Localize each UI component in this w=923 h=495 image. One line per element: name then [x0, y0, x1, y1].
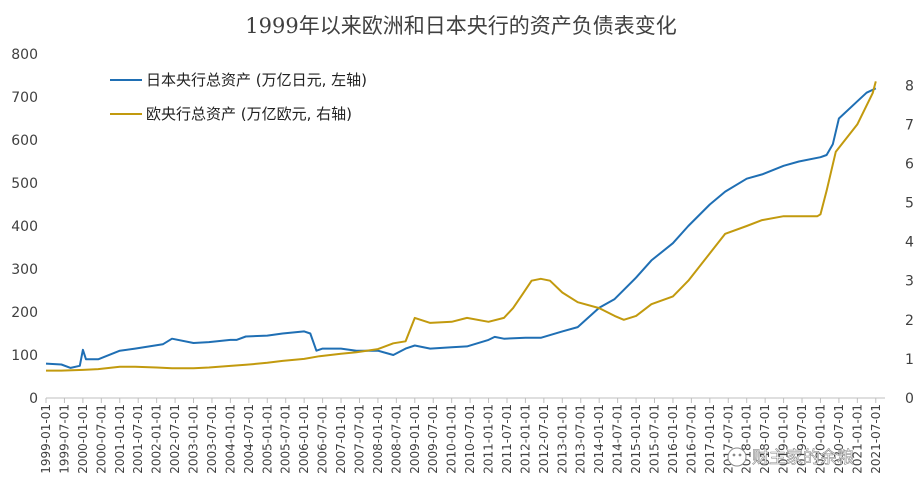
x-tick-label: 2013-07-01 — [574, 404, 588, 474]
y-left-tick-label: 400 — [11, 219, 38, 235]
legend: 日本央行总资产 (万亿日元, 左轴) 欧央行总资产 (万亿欧元, 右轴) — [110, 71, 367, 123]
y-left-tick-label: 300 — [11, 262, 38, 278]
x-tick-label: 2014-01-01 — [592, 404, 606, 474]
x-tick-label: 2018-07-01 — [758, 404, 772, 474]
wechat-icon-eye-right — [738, 453, 742, 457]
y-right-tick-label: 0 — [905, 391, 914, 407]
wechat-icon — [727, 447, 747, 467]
x-tick-label: 2016-01-01 — [666, 404, 680, 474]
x-tick-label: 2020-01-01 — [813, 404, 827, 474]
x-tick-label: 2014-07-01 — [611, 404, 625, 474]
series-layer — [45, 81, 877, 372]
y-right-tick-label: 6 — [905, 156, 914, 172]
x-tick-label: 2002-01-01 — [150, 404, 164, 474]
legend-label-japan: 日本央行总资产 (万亿日元, 左轴) — [146, 71, 367, 89]
chart-title: 1999年以来欧洲和日本央行的资产负债表变化 — [245, 14, 676, 38]
y-left-tick-label: 600 — [11, 133, 38, 149]
wechat-icon-eye-left — [732, 453, 736, 457]
x-tick-label: 2012-07-01 — [537, 404, 551, 474]
y-left-tick-label: 500 — [11, 176, 38, 192]
legend-label-ecb: 欧央行总资产 (万亿欧元, 右轴) — [146, 105, 352, 123]
x-tick-label: 2000-07-01 — [94, 404, 108, 474]
x-tick-label: 1999-01-01 — [39, 404, 53, 474]
x-tick-label: 2002-07-01 — [168, 404, 182, 474]
y-left-tick-label: 800 — [11, 47, 38, 63]
x-tick-label: 2005-07-01 — [279, 404, 293, 474]
x-tick-label: 2010-07-01 — [463, 404, 477, 474]
y-right-tick-label: 8 — [905, 78, 914, 94]
y-left-tick-label: 200 — [11, 305, 38, 321]
x-tick-label: 2015-07-01 — [648, 404, 662, 474]
x-tick-label: 2007-07-01 — [352, 404, 366, 474]
x-tick-label: 2004-07-01 — [242, 404, 256, 474]
series-line-0 — [45, 87, 877, 369]
y-right-tick-label: 1 — [905, 352, 914, 368]
x-tick-label: 2001-01-01 — [113, 404, 127, 474]
x-tick-label: 2008-01-01 — [371, 404, 385, 474]
y-right-tick-label: 2 — [905, 313, 914, 329]
y-right-tick-label: 3 — [905, 274, 914, 290]
y-left-tick-label: 700 — [11, 90, 38, 106]
x-tick-label: 2012-01-01 — [518, 404, 532, 474]
y-left-axis: 0 100 200 300 400 500 600 700 800 — [11, 47, 38, 407]
y-right-axis: 0 1 2 3 4 5 6 7 8 — [905, 78, 914, 407]
x-tick-label: 2020-07-01 — [832, 404, 846, 474]
y-right-tick-label: 7 — [905, 117, 914, 133]
y-right-tick-label: 4 — [905, 235, 914, 251]
x-tick-label: 2019-01-01 — [777, 404, 791, 474]
watermark: 财主家的余粮 — [727, 447, 854, 468]
x-tick-label: 2010-01-01 — [445, 404, 459, 474]
x-tick-label: 2016-07-01 — [684, 404, 698, 474]
x-tick-label: 2009-01-01 — [408, 404, 422, 474]
y-left-tick-label: 0 — [29, 391, 38, 407]
x-tick-label: 2006-01-01 — [297, 404, 311, 474]
x-tick-label: 2008-07-01 — [389, 404, 403, 474]
x-tick-label: 2009-07-01 — [426, 404, 440, 474]
x-tick-label: 2015-01-01 — [629, 404, 643, 474]
x-tick-label: 2005-01-01 — [260, 404, 274, 474]
y-right-tick-label: 5 — [905, 196, 914, 212]
series-line-1 — [46, 81, 877, 372]
x-tick-label: 2011-07-01 — [500, 404, 514, 474]
x-tick-label: 1999-07-01 — [57, 404, 71, 474]
x-tick-label: 2000-01-01 — [76, 404, 90, 474]
x-tick-label: 2006-07-01 — [316, 404, 330, 474]
x-tick-label: 2003-01-01 — [187, 404, 201, 474]
y-left-tick-label: 100 — [11, 348, 38, 364]
watermark-text: 财主家的余粮 — [752, 448, 854, 468]
x-tick-label: 2001-07-01 — [131, 404, 145, 474]
x-tick-label: 2019-07-01 — [795, 404, 809, 474]
x-tick-label: 2021-01-01 — [850, 404, 864, 474]
x-tick-label: 2017-01-01 — [703, 404, 717, 474]
x-tick-label: 2011-01-01 — [482, 404, 496, 474]
x-tick-label: 2003-07-01 — [205, 404, 219, 474]
x-axis: 1999-01-01 1999-07-01 2000-01-01 2000-07-01… — [39, 397, 885, 474]
x-tick-label: 2007-01-01 — [334, 404, 348, 474]
x-tick-label: 2013-01-01 — [555, 404, 569, 474]
x-tick-label: 2004-01-01 — [223, 404, 237, 474]
x-tick-label: 2021-07-01 — [869, 404, 883, 474]
